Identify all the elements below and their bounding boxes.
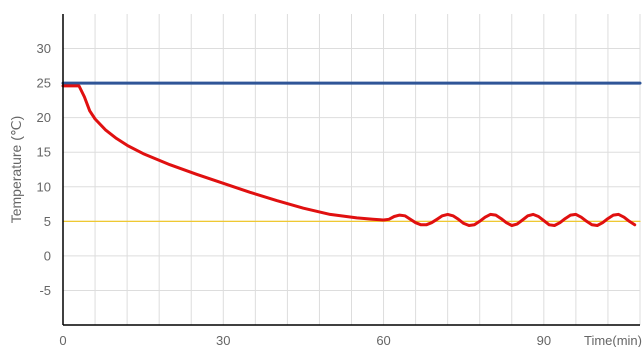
y-tick-label: 25 [37,76,51,91]
x-tick-label: 90 [537,333,551,347]
grid [63,14,641,325]
y-tick-label: 10 [37,179,51,194]
y-tick-label: 20 [37,110,51,125]
x-tick-label: 60 [376,333,390,347]
tick-labels: -5 0 5 10 15 20 25 30 0 30 60 90 [37,41,552,347]
x-tick-label: 0 [59,333,66,347]
series-layer [61,81,642,227]
x-axis-title: Time(min) [584,333,642,347]
y-tick-label: 30 [37,41,51,56]
y-tick-label: 15 [37,145,51,160]
series-line-measured [61,84,637,227]
y-tick-label: -5 [39,283,51,298]
y-tick-label: 5 [44,214,51,229]
y-axis-title: Temperature (℃) [8,116,24,224]
x-tick-label: 30 [216,333,230,347]
y-tick-label: 0 [44,248,51,263]
